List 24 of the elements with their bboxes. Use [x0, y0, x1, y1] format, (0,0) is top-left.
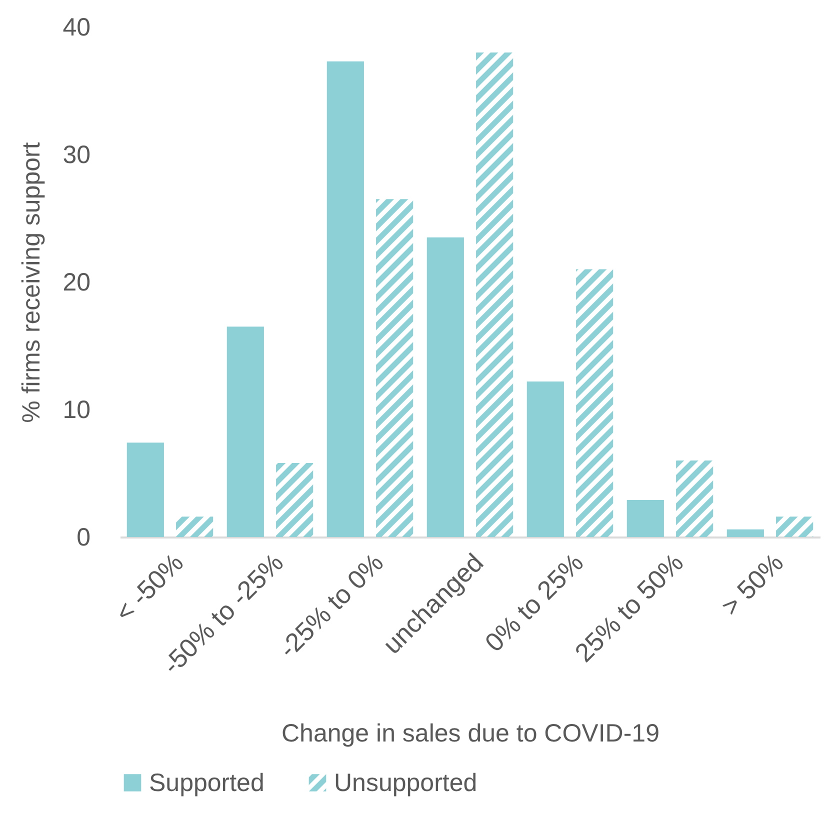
bar	[576, 269, 614, 537]
bar	[726, 529, 764, 537]
y-tick-label: 30	[62, 141, 90, 169]
bar	[776, 516, 814, 537]
bar	[276, 463, 314, 537]
x-axis-title: Change in sales due to COVID-19	[282, 719, 660, 748]
y-tick-label: 10	[62, 396, 90, 424]
bar	[476, 52, 514, 537]
y-tick-label: 40	[62, 14, 90, 42]
y-axis-title: % firms receiving support	[18, 142, 46, 423]
bar	[426, 237, 464, 537]
x-tick-label: > 50%	[715, 547, 790, 622]
y-tick-label: 0	[76, 524, 90, 552]
bar	[376, 199, 414, 537]
bar	[126, 442, 164, 537]
bar	[176, 516, 214, 537]
y-tick-label: 20	[62, 268, 90, 296]
bar	[526, 381, 564, 537]
legend-label: Supported	[149, 768, 264, 797]
legend-label: Unsupported	[334, 768, 478, 797]
bar	[326, 61, 364, 537]
bar	[676, 460, 714, 537]
bar	[626, 500, 664, 537]
bar	[226, 326, 264, 537]
